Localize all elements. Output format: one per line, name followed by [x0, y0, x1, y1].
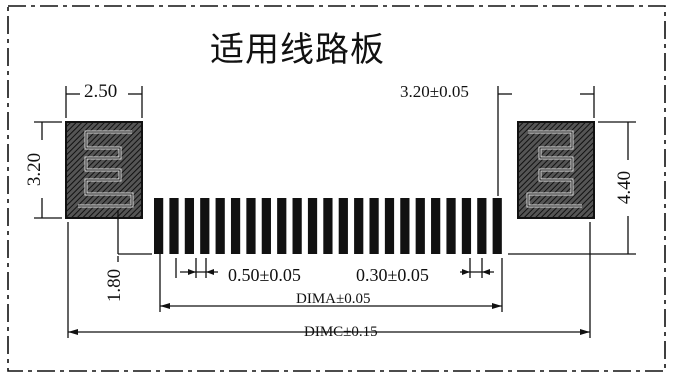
page-title: 适用线路板: [210, 30, 385, 70]
pad-left-width-label: 2.50: [84, 81, 118, 102]
contact-finger: [446, 198, 456, 254]
contact-finger: [200, 198, 210, 254]
dim-c-label: DIMC±0.15: [304, 324, 378, 340]
contact-finger: [323, 198, 333, 254]
right-pad: [517, 121, 595, 219]
dimension-lines: [34, 86, 636, 338]
finger-width-label: 0.30±0.05: [356, 265, 429, 285]
contact-finger: [400, 198, 410, 254]
contact-finger: [461, 198, 472, 254]
contact-finger: [292, 198, 302, 254]
contact-finger: [154, 198, 164, 254]
pad-right-width-label: 3.20±0.05: [400, 82, 469, 101]
contact-finger: [246, 198, 256, 254]
contact-finger: [369, 198, 379, 254]
contact-finger: [338, 198, 348, 254]
contact-finger: [261, 198, 271, 254]
contact-finger: [277, 198, 287, 254]
pad-right-height-label: 4.40: [614, 170, 636, 205]
contact-finger: [184, 198, 195, 254]
contact-finger: [307, 198, 318, 254]
contact-finger: [354, 198, 364, 254]
dim-a-label: DIMA±0.05: [296, 291, 371, 307]
drawing-border: [7, 5, 666, 372]
contact-finger: [415, 198, 425, 254]
contact-finger: [169, 198, 179, 254]
contact-finger: [431, 198, 441, 254]
arrowheads: [68, 269, 590, 335]
pad-left-height-label: 3.20: [24, 152, 46, 187]
offset-label: 1.80: [104, 268, 126, 303]
contact-finger: [477, 198, 487, 254]
pitch-label: 0.50±0.05: [228, 265, 301, 285]
contact-finger: [230, 198, 241, 254]
left-pad: [65, 121, 143, 219]
contact-fingers: [154, 198, 502, 254]
contact-finger: [215, 198, 225, 254]
contact-finger: [384, 198, 395, 254]
contact-finger: [492, 198, 502, 254]
